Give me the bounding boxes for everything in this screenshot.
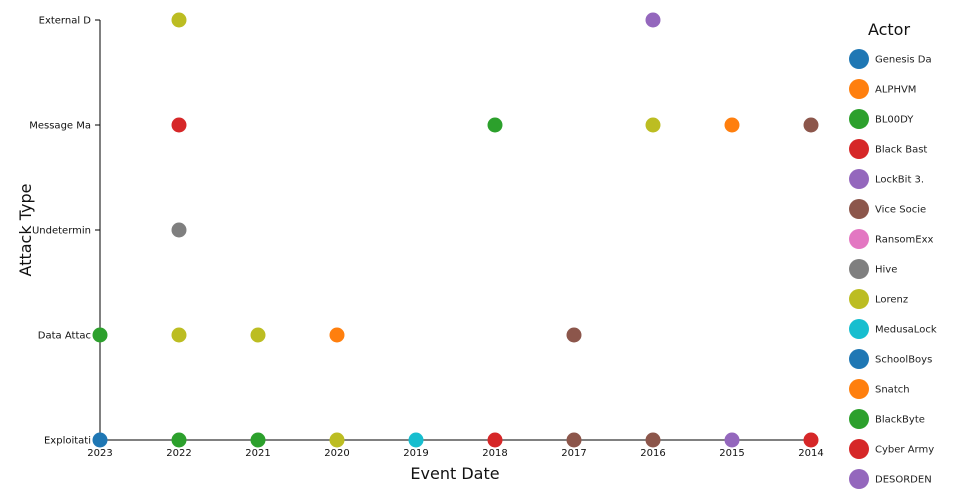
legend-swatch <box>849 199 869 219</box>
legend-label: Hive <box>875 265 897 276</box>
x-tick-label: 2023 <box>87 448 112 459</box>
data-point <box>645 12 661 28</box>
legend-swatch <box>849 469 869 489</box>
x-tick-label: 2018 <box>482 448 507 459</box>
legend-swatch <box>849 409 869 429</box>
axes <box>99 20 810 441</box>
legend-label: Genesis Da <box>875 55 932 66</box>
legend-swatch <box>849 49 869 69</box>
legend-label: SchoolBoys <box>875 355 932 366</box>
legend-swatch <box>849 259 869 279</box>
data-point <box>724 432 740 448</box>
data-points <box>92 12 819 448</box>
data-point <box>92 432 108 448</box>
legend-swatch <box>849 439 869 459</box>
data-point <box>487 117 503 133</box>
legend-label: BlackByte <box>875 415 925 426</box>
data-point <box>803 117 819 133</box>
y-tick-label: Exploitati <box>44 436 91 447</box>
data-point <box>724 117 740 133</box>
data-point <box>803 432 819 448</box>
legend-label: Cyber Army <box>875 445 934 456</box>
data-point <box>171 117 187 133</box>
legend-label: Snatch <box>875 385 910 396</box>
legend-swatch <box>849 289 869 309</box>
data-point <box>250 327 266 343</box>
x-tick-label: 2014 <box>798 448 823 459</box>
legend-label: MedusaLock <box>875 325 937 336</box>
x-tick-label: 2016 <box>640 448 665 459</box>
legend-label: DESORDEN <box>875 475 932 486</box>
data-point <box>329 327 345 343</box>
legend-items: Genesis Da ALPHVM BL00DY Black Bast LockBit … <box>849 49 937 489</box>
data-point <box>171 327 187 343</box>
y-tick-label: Undetermin <box>32 226 91 237</box>
data-point <box>487 432 503 448</box>
x-axis-title: Event Date <box>410 464 499 483</box>
legend-label: RansomExx <box>875 235 934 246</box>
x-ticks: 2023 2022 2021 2020 2019 2018 2017 2016 2015 2014 <box>87 440 824 459</box>
data-point <box>566 327 582 343</box>
legend-swatch <box>849 139 869 159</box>
legend-swatch <box>849 349 869 369</box>
x-tick-label: 2021 <box>245 448 270 459</box>
legend-title: Actor <box>868 20 911 39</box>
legend-label: Vice Socie <box>875 205 926 216</box>
legend-label: ALPHVM <box>875 85 916 96</box>
legend-swatch <box>849 379 869 399</box>
data-point <box>171 12 187 28</box>
data-point <box>171 432 187 448</box>
y-tick-label: External D <box>39 16 92 27</box>
x-tick-label: 2017 <box>561 448 586 459</box>
legend: Actor Genesis Da ALPHVM BL00DY Black Bast Lo… <box>849 20 937 489</box>
legend-swatch <box>849 79 869 99</box>
x-tick-label: 2019 <box>403 448 428 459</box>
legend-label: Black Bast <box>875 145 927 156</box>
x-tick-label: 2015 <box>719 448 744 459</box>
x-tick-label: 2020 <box>324 448 349 459</box>
data-point <box>645 117 661 133</box>
legend-swatch <box>849 229 869 249</box>
y-tick-label: Data Attac <box>38 331 91 342</box>
y-ticks: Exploitati Data Attac Undetermin Message Ma… <box>29 16 100 447</box>
legend-label: Lorenz <box>875 295 908 306</box>
data-point <box>645 432 661 448</box>
legend-label: BL00DY <box>875 115 914 126</box>
legend-swatch <box>849 109 869 129</box>
data-point <box>171 222 187 238</box>
data-point <box>566 432 582 448</box>
data-point <box>250 432 266 448</box>
data-point <box>92 327 108 343</box>
legend-swatch <box>849 169 869 189</box>
y-tick-label: Message Ma <box>29 121 91 132</box>
data-point <box>329 432 345 448</box>
y-axis-title: Attack Type <box>16 184 35 277</box>
legend-label: LockBit 3. <box>875 175 924 186</box>
x-tick-label: 2022 <box>166 448 191 459</box>
legend-swatch <box>849 319 869 339</box>
data-point <box>408 432 424 448</box>
